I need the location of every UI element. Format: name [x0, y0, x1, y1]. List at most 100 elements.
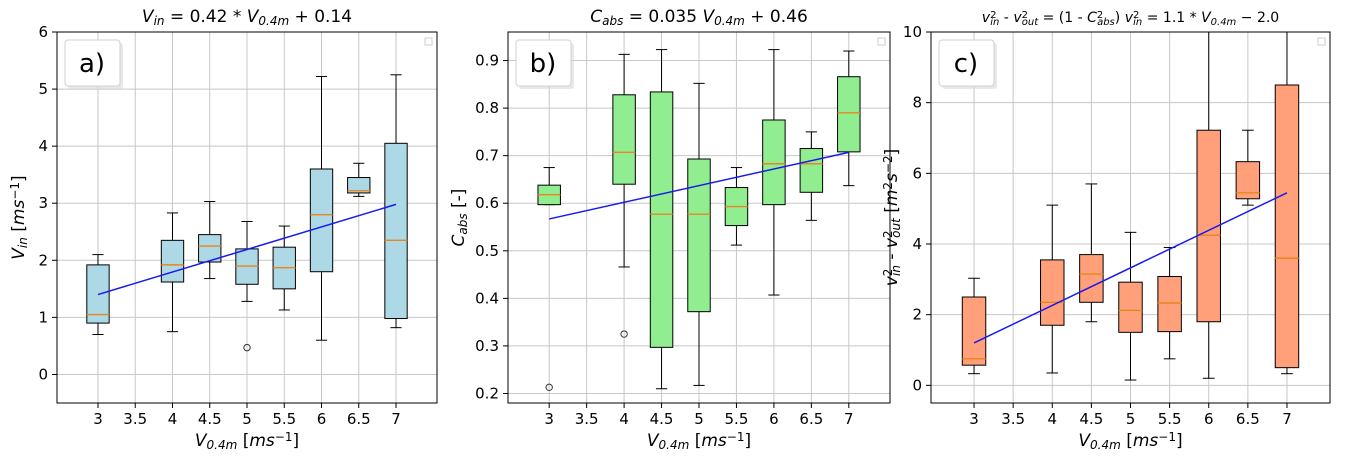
label-part: ms — [1133, 431, 1159, 451]
x-tick-label: 5 — [242, 410, 252, 428]
label-part: C — [1087, 10, 1097, 26]
box-4 — [1040, 204, 1065, 374]
y-tick-label: 0.4 — [475, 289, 499, 307]
label-part: = (1 - — [1038, 10, 1087, 26]
label-part: C — [590, 7, 602, 27]
box-rect — [198, 234, 222, 263]
x-tick-label: 6 — [317, 410, 327, 428]
label-part: V — [195, 431, 208, 451]
x-tick-label: 6 — [1204, 410, 1214, 428]
label-part: in — [1133, 17, 1142, 28]
chart-panel-2: 3 3.5 4 4.5 5 5.5 6 6.5 7 0.2 0.3 0.4 0.5 0.6 0.7 0.8 0.… — [449, 7, 891, 452]
y-tick-label: 10 — [903, 23, 922, 41]
fit-line — [973, 192, 1288, 344]
x-axis-label: V0.4m [ms−1] — [195, 430, 299, 452]
x-tick-label: 3.5 — [1001, 410, 1025, 428]
label-part: −1 — [1158, 430, 1176, 444]
box-4.5 — [198, 201, 222, 280]
label-part: out — [889, 217, 903, 238]
label-part: ] — [882, 149, 902, 156]
label-part: 2 — [1022, 10, 1028, 21]
y-tick-label: 6 — [38, 23, 48, 41]
y-tick-label: 0.9 — [475, 52, 499, 70]
x-tick-label: 3 — [93, 410, 103, 428]
label-part: v — [882, 275, 902, 286]
box-6 — [309, 76, 334, 341]
y-tick-label: 0.8 — [475, 99, 499, 117]
label-part: 2 — [881, 230, 895, 238]
label-part: [ — [9, 225, 29, 237]
label-part: 0.4m — [1211, 17, 1237, 28]
x-tick-label: 5 — [694, 410, 704, 428]
panel-tag-label: a) — [79, 49, 105, 79]
label-part: v — [1013, 10, 1022, 26]
y-tick-label: 6 — [912, 164, 922, 182]
label-part: in — [990, 17, 999, 28]
box-6.5 — [347, 162, 371, 197]
y-tick-label: 8 — [912, 94, 922, 112]
label-part: ] — [1176, 431, 1183, 451]
label-part: [ — [1121, 431, 1133, 451]
label-part: [ — [237, 431, 249, 451]
box-rect — [762, 119, 786, 206]
label-part: V — [142, 7, 155, 27]
y-axis-label: v2in - v2out [m2s−2] — [881, 149, 903, 287]
legend-box — [424, 37, 433, 46]
label-part: −1 — [727, 430, 745, 444]
panel-tag: a) — [64, 39, 123, 89]
box-3 — [537, 167, 561, 392]
label-part: [-] — [449, 189, 469, 214]
box-rect — [1040, 259, 1065, 326]
box-rect — [649, 91, 674, 348]
label-part: 2 — [881, 269, 895, 277]
label-part: 2 — [1133, 10, 1139, 21]
fit-line — [97, 203, 397, 296]
box-5 — [687, 82, 711, 386]
box-4.5 — [1079, 183, 1104, 323]
box-rect — [1235, 161, 1261, 200]
label-part: in — [16, 237, 30, 248]
y-tick-label: 0.2 — [475, 384, 499, 402]
box-rect — [687, 158, 711, 313]
panel-tag-box — [64, 39, 121, 87]
label-part: −2 — [881, 155, 895, 173]
label-part: [ — [882, 206, 902, 218]
label-part: 0.4m — [1090, 438, 1121, 452]
box-4.5 — [649, 49, 674, 390]
x-tick-label: 4 — [168, 410, 178, 428]
x-tick-label: 4.5 — [650, 410, 674, 428]
label-part: = 0.42 * — [165, 7, 247, 27]
y-axis-label: Cabs [-] — [449, 189, 470, 247]
box-4 — [160, 212, 185, 333]
panel-tag: b) — [515, 39, 574, 89]
box-7 — [1274, 31, 1300, 375]
chart-title: v2 in - v2 out = (1 - C2 abs) v2 in = 1.1 * … — [982, 10, 1279, 28]
label-part: + 0.46 — [745, 7, 808, 27]
y-tick-label: 0.5 — [475, 242, 499, 260]
label-part: ] — [292, 431, 299, 451]
label-part: V — [647, 431, 660, 451]
label-part: ms — [701, 431, 727, 451]
panel-tag: c) — [938, 39, 997, 89]
x-tick-label: 6.5 — [799, 410, 823, 428]
label-part: abs — [456, 213, 470, 234]
label-part: ] — [9, 175, 29, 182]
label-part: + 0.14 — [289, 7, 352, 27]
panel-tag-box — [938, 39, 995, 87]
box-6 — [1196, 31, 1221, 379]
legend-box — [1317, 37, 1326, 46]
y-tick-label: 0.6 — [475, 194, 499, 212]
box-rect — [1157, 276, 1182, 333]
box-rect — [160, 239, 185, 283]
label-part: [ — [689, 431, 701, 451]
x-tick-label: 4.5 — [1079, 410, 1103, 428]
label-part: V — [702, 7, 715, 27]
box-rect — [1079, 254, 1104, 303]
box-6 — [762, 49, 786, 296]
box-3 — [961, 277, 987, 375]
box-6.5 — [799, 131, 824, 221]
x-tick-label: 3.5 — [575, 410, 599, 428]
y-tick-label: 5 — [38, 80, 48, 98]
